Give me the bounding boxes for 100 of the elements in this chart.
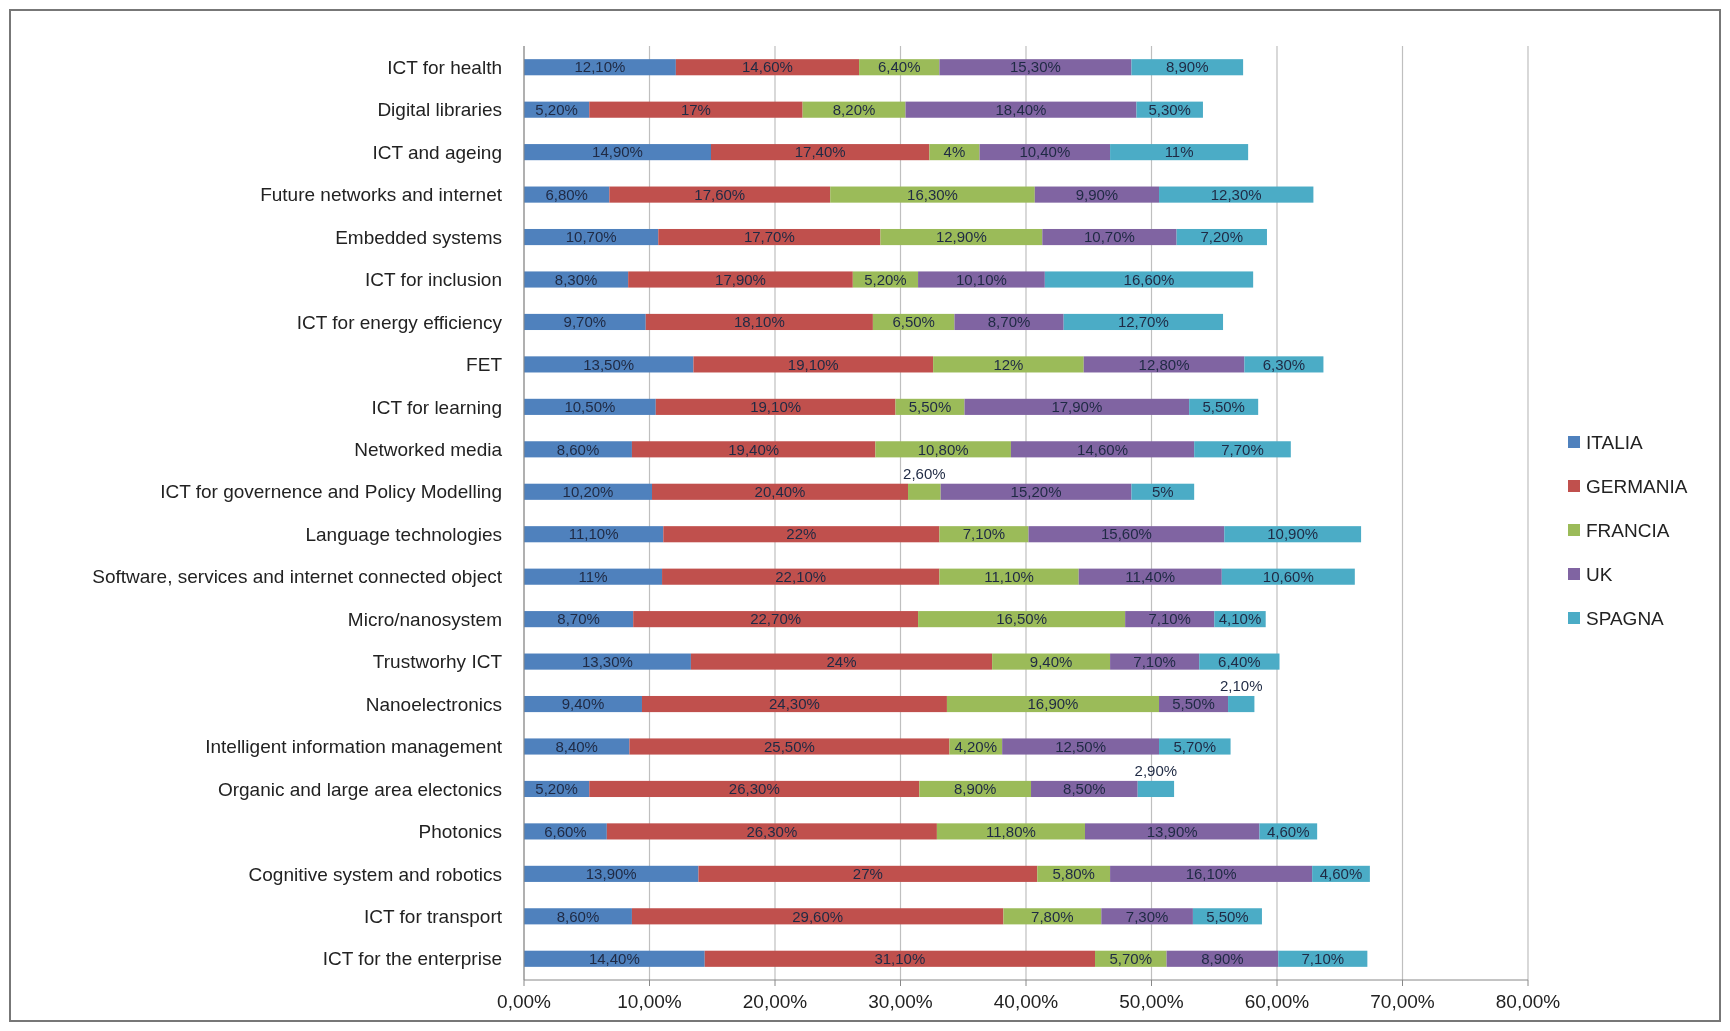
data-label: 8,90% bbox=[953, 780, 997, 798]
data-label: 17,70% bbox=[743, 228, 795, 246]
data-label: 12,10% bbox=[574, 58, 626, 76]
bar bbox=[609, 186, 831, 203]
data-label: 8,60% bbox=[556, 907, 600, 925]
data-label: 29,60% bbox=[792, 907, 844, 925]
data-label: 18,40% bbox=[995, 100, 1047, 118]
data-label: 24% bbox=[826, 652, 857, 670]
data-label: 4,10% bbox=[1218, 610, 1262, 628]
data-label: 6,40% bbox=[1218, 652, 1261, 670]
y-tick-label: Future networks and internet bbox=[260, 184, 503, 206]
x-tick-label: 60,00% bbox=[1244, 991, 1310, 1012]
data-label: 8,60% bbox=[556, 440, 600, 458]
x-tick-label: 70,00% bbox=[1370, 991, 1435, 1012]
data-label: 5% bbox=[1151, 483, 1174, 501]
y-tick-label: FET bbox=[466, 354, 503, 376]
y-tick-label: ICT for transport bbox=[364, 905, 503, 927]
y-tick-label: Cognitive system and robotics bbox=[248, 863, 502, 885]
data-label: 5,20% bbox=[535, 100, 578, 118]
bar bbox=[939, 59, 1132, 76]
y-tick-label: ICT for governence and Policy Modelling bbox=[160, 481, 502, 503]
x-tick-label: 0,00% bbox=[497, 991, 552, 1012]
data-label: 6,50% bbox=[892, 313, 935, 331]
bar bbox=[905, 101, 1137, 118]
data-label: 8,20% bbox=[832, 100, 876, 118]
data-label: 8,90% bbox=[1201, 950, 1244, 968]
data-label: 24,30% bbox=[769, 695, 820, 713]
bar bbox=[606, 823, 937, 840]
legend-label: SPAGNA bbox=[1586, 607, 1665, 629]
data-label: 5,50% bbox=[1206, 907, 1249, 925]
data-label: 4,20% bbox=[954, 737, 998, 755]
bar bbox=[830, 186, 1035, 203]
data-label: 12% bbox=[993, 355, 1024, 373]
data-label: 7,30% bbox=[1125, 907, 1169, 925]
data-label: 9,70% bbox=[563, 313, 607, 331]
bar bbox=[658, 228, 881, 246]
y-tick-label: ICT for health bbox=[387, 56, 502, 78]
y-tick-label: Digital libraries bbox=[377, 99, 502, 121]
x-tick-label: 40,00% bbox=[993, 991, 1059, 1012]
data-label: 12,30% bbox=[1210, 185, 1262, 203]
data-label: 13,30% bbox=[582, 652, 633, 670]
bar bbox=[589, 101, 803, 118]
bar bbox=[693, 356, 934, 373]
data-label: 2,60% bbox=[903, 464, 946, 482]
data-label: 26,30% bbox=[728, 780, 780, 798]
data-label: 14,40% bbox=[588, 950, 640, 968]
data-label: 15,60% bbox=[1100, 525, 1152, 543]
bar bbox=[589, 780, 920, 798]
bar bbox=[1110, 865, 1313, 882]
data-label: 22,10% bbox=[775, 567, 827, 585]
data-label: 6,80% bbox=[545, 185, 588, 203]
data-label: 14,90% bbox=[592, 143, 643, 161]
data-label: 10,80% bbox=[917, 440, 969, 458]
data-label: 5,50% bbox=[1202, 398, 1245, 416]
bar bbox=[946, 695, 1160, 713]
data-label: 17,60% bbox=[694, 185, 746, 203]
data-label: 5,70% bbox=[1109, 950, 1153, 968]
data-label: 4,60% bbox=[1319, 865, 1363, 883]
y-tick-label: Networked media bbox=[354, 438, 503, 460]
y-tick-label: ICT for learning bbox=[371, 396, 502, 418]
data-label: 11,10% bbox=[984, 567, 1034, 585]
data-label: 12,80% bbox=[1138, 355, 1190, 373]
bar bbox=[675, 59, 860, 76]
data-label: 27% bbox=[852, 865, 883, 883]
data-label: 8,30% bbox=[554, 270, 598, 288]
bar bbox=[918, 271, 1045, 288]
bar bbox=[631, 908, 1004, 925]
x-tick-label: 10,00% bbox=[617, 991, 682, 1012]
data-label: 7,10% bbox=[1133, 652, 1176, 670]
data-label: 10,50% bbox=[564, 398, 616, 416]
data-label: 19,10% bbox=[750, 398, 802, 416]
data-label: 25,50% bbox=[763, 737, 815, 755]
x-tick-label: 20,00% bbox=[742, 991, 808, 1012]
data-label: 9,40% bbox=[1029, 652, 1073, 670]
data-label: 8,40% bbox=[555, 737, 598, 755]
data-label: 8,90% bbox=[1165, 58, 1209, 76]
data-label: 2,10% bbox=[1219, 676, 1263, 694]
data-label: 11% bbox=[578, 567, 608, 585]
bar bbox=[641, 695, 947, 713]
y-tick-label: Trustworhy ICT bbox=[372, 651, 503, 673]
data-label: 5,80% bbox=[1052, 865, 1095, 883]
data-label: 13,90% bbox=[585, 865, 637, 883]
bar bbox=[711, 144, 930, 161]
data-label: 31,10% bbox=[874, 950, 926, 968]
y-tick-label: ICT and ageing bbox=[372, 141, 502, 163]
data-label: 5,70% bbox=[1173, 737, 1217, 755]
y-tick-label: Micro/nanosystem bbox=[347, 608, 502, 630]
data-label: 26,30% bbox=[746, 822, 798, 840]
bar bbox=[964, 398, 1190, 415]
data-label: 22,70% bbox=[750, 610, 802, 628]
data-label: 17,40% bbox=[794, 143, 846, 161]
bar bbox=[698, 865, 1038, 882]
legend-label: UK bbox=[1586, 563, 1613, 585]
y-tick-label: ICT for inclusion bbox=[365, 269, 502, 291]
y-tick-label: Photonics bbox=[418, 821, 502, 843]
x-tick-label: 50,00% bbox=[1119, 991, 1184, 1012]
data-label: 8,70% bbox=[557, 610, 600, 628]
data-label: 16,10% bbox=[1185, 865, 1237, 883]
bar bbox=[655, 398, 896, 415]
data-label: 10,90% bbox=[1267, 525, 1319, 543]
